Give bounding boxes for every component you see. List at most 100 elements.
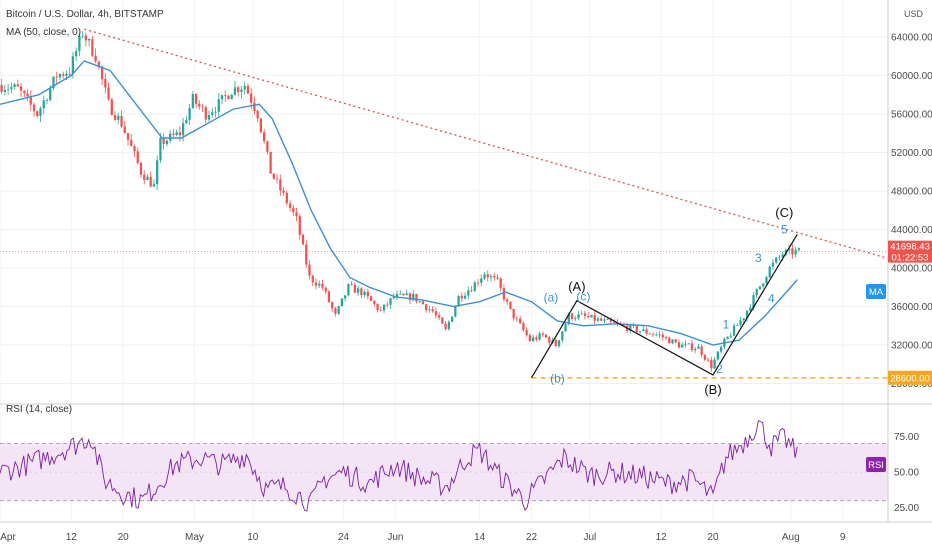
candles-layer bbox=[0, 31, 801, 372]
candle-body bbox=[146, 176, 149, 181]
candle-body bbox=[593, 314, 596, 321]
candle-body bbox=[580, 313, 583, 315]
time-tick-label: 22 bbox=[526, 532, 538, 543]
candle-body bbox=[266, 141, 269, 152]
candle-body bbox=[337, 306, 340, 314]
candle-body bbox=[220, 95, 224, 100]
candle-body bbox=[295, 212, 298, 217]
candle-body bbox=[136, 151, 139, 163]
candle-body bbox=[694, 348, 697, 351]
candle-body bbox=[454, 306, 457, 317]
candle-body bbox=[156, 160, 159, 185]
candle-body bbox=[658, 334, 661, 336]
candle-body bbox=[117, 115, 120, 120]
candle-body bbox=[687, 343, 690, 345]
candle-body bbox=[600, 318, 603, 321]
candle-body bbox=[706, 359, 710, 361]
ma-title[interactable]: MA (50, close, 0) bbox=[6, 27, 81, 38]
candle-body bbox=[467, 290, 470, 296]
candle-body bbox=[428, 309, 431, 310]
candle-body bbox=[726, 336, 729, 339]
candle-body bbox=[697, 346, 700, 349]
time-tick-label: 12 bbox=[66, 532, 78, 543]
candle-body bbox=[94, 55, 97, 62]
candle-body bbox=[603, 319, 606, 321]
currency-label[interactable]: USD bbox=[904, 9, 924, 19]
candle-body bbox=[583, 313, 587, 317]
rsi-title[interactable]: RSI (14, close) bbox=[6, 404, 72, 415]
candle-body bbox=[256, 110, 259, 119]
candle-body bbox=[441, 317, 444, 324]
candle-body bbox=[350, 284, 353, 285]
descending-trendline bbox=[84, 28, 889, 259]
candle-body bbox=[110, 99, 113, 115]
candle-body bbox=[91, 39, 94, 56]
candle-body bbox=[645, 329, 648, 334]
time-tick-label: May bbox=[185, 532, 204, 543]
candle-body bbox=[590, 314, 593, 318]
candle-body bbox=[463, 295, 467, 299]
candle-body bbox=[233, 87, 237, 95]
candle-body bbox=[509, 301, 512, 309]
candle-body bbox=[638, 331, 642, 332]
candle-body bbox=[755, 289, 758, 296]
candle-body bbox=[347, 284, 350, 296]
candle-body bbox=[133, 146, 136, 152]
candle-body bbox=[642, 329, 645, 332]
candle-body bbox=[421, 301, 425, 305]
candle-body bbox=[327, 291, 331, 303]
candle-body bbox=[729, 335, 732, 337]
candle-body bbox=[399, 293, 402, 295]
candle-body bbox=[75, 51, 78, 57]
candle-body bbox=[353, 284, 357, 293]
candle-body bbox=[194, 94, 198, 104]
candle-body bbox=[282, 190, 285, 193]
wave-label: (b) bbox=[550, 372, 565, 386]
candle-body bbox=[473, 282, 476, 292]
overlays-layer bbox=[0, 28, 889, 512]
candle-body bbox=[408, 293, 412, 301]
candle-body bbox=[499, 278, 502, 288]
candle-body bbox=[373, 300, 376, 305]
candle-body bbox=[538, 333, 541, 340]
candle-body bbox=[191, 94, 194, 108]
price-tick-label: 52000.00 bbox=[891, 148, 932, 159]
candle-body bbox=[434, 311, 438, 316]
candle-body bbox=[570, 313, 574, 319]
candle-body bbox=[10, 87, 13, 90]
candle-body bbox=[587, 316, 590, 318]
symbol-title[interactable]: Bitcoin / U.S. Dollar, 4h, BITSTAMP bbox=[6, 9, 164, 20]
candle-body bbox=[269, 151, 272, 174]
candle-body bbox=[243, 86, 246, 90]
candle-body bbox=[298, 216, 301, 235]
time-tick-label: Aug bbox=[782, 532, 800, 543]
price-tick-label: 32000.00 bbox=[891, 341, 932, 352]
candle-body bbox=[489, 276, 493, 278]
wave-label: 3 bbox=[755, 251, 762, 265]
candle-body bbox=[42, 100, 45, 109]
candle-body bbox=[19, 86, 23, 91]
candle-body bbox=[719, 346, 723, 352]
candle-body bbox=[671, 339, 674, 344]
support-badge: 28600.00 bbox=[888, 370, 932, 385]
candle-body bbox=[169, 133, 172, 141]
wave-label: (B) bbox=[704, 382, 721, 397]
price-tick-label: 56000.00 bbox=[891, 109, 932, 120]
candle-body bbox=[253, 102, 256, 111]
candle-body bbox=[564, 324, 567, 332]
candle-body bbox=[159, 137, 162, 161]
candle-body bbox=[250, 93, 253, 103]
candle-body bbox=[480, 278, 483, 283]
candle-body bbox=[749, 307, 752, 311]
candle-body bbox=[655, 334, 658, 336]
candle-body bbox=[415, 293, 418, 302]
candle-body bbox=[29, 96, 32, 105]
candle-body bbox=[788, 248, 791, 250]
candle-body bbox=[6, 89, 10, 90]
candle-body bbox=[629, 324, 632, 331]
price-tick-label: 36000.00 bbox=[891, 302, 932, 313]
candle-body bbox=[664, 337, 668, 339]
candle-body bbox=[143, 174, 146, 181]
